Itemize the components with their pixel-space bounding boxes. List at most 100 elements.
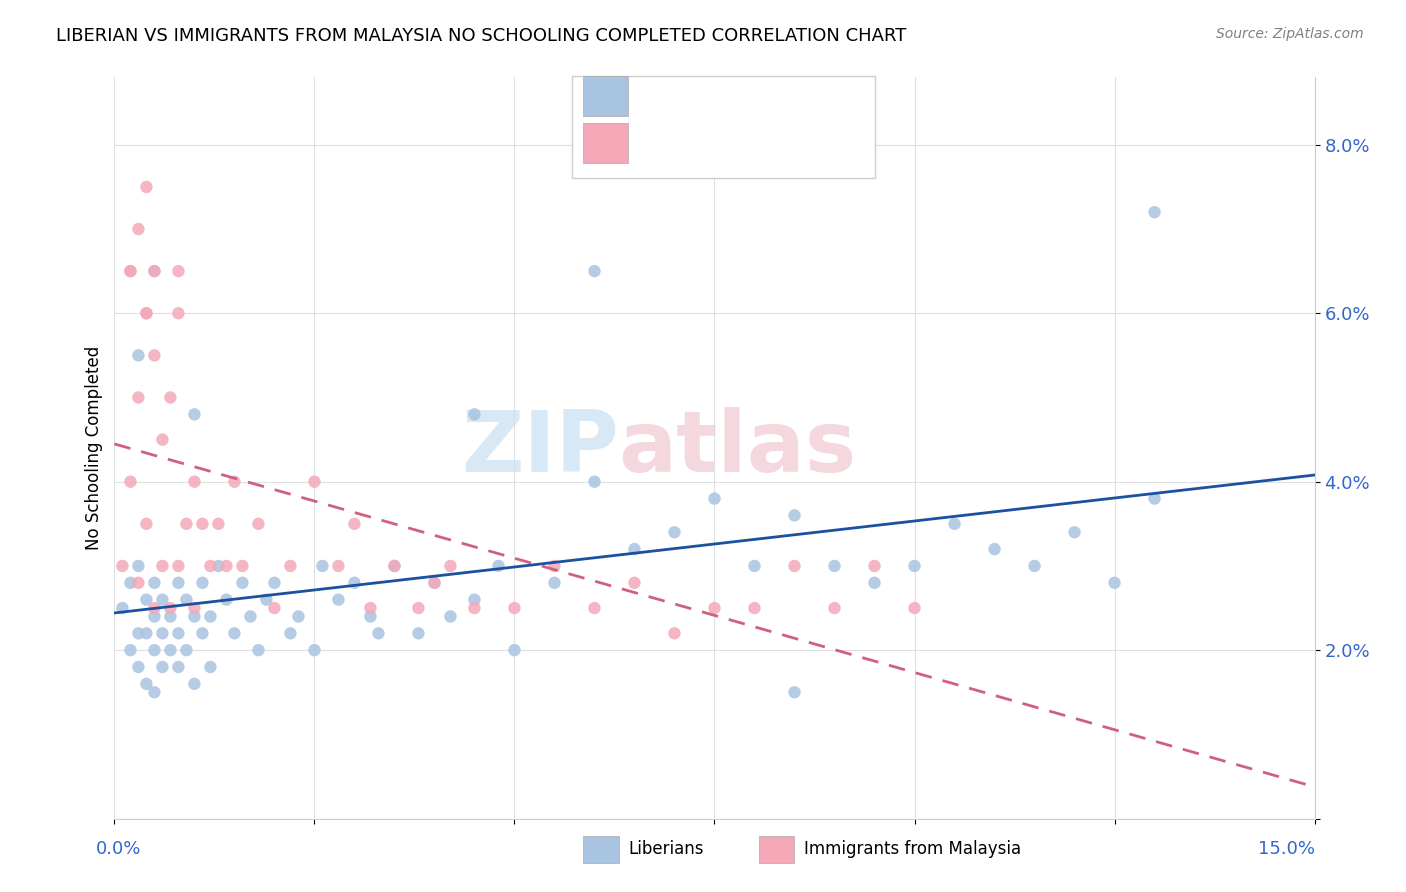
- Point: [263, 601, 285, 615]
- Point: [152, 558, 174, 573]
- Point: [903, 601, 925, 615]
- Text: N = 75: N = 75: [801, 87, 869, 104]
- Point: [280, 558, 302, 573]
- Point: [143, 264, 166, 278]
- Point: [167, 558, 190, 573]
- Point: [159, 609, 181, 624]
- Point: [439, 558, 461, 573]
- Point: [744, 558, 766, 573]
- Point: [744, 601, 766, 615]
- Point: [127, 575, 149, 590]
- Point: [664, 525, 686, 540]
- Point: [224, 626, 246, 640]
- Text: R = 0.220: R = 0.220: [643, 87, 733, 104]
- Point: [143, 264, 166, 278]
- Point: [239, 609, 262, 624]
- Point: [1024, 558, 1046, 573]
- Point: [231, 558, 253, 573]
- Point: [215, 558, 238, 573]
- Point: [191, 575, 214, 590]
- Point: [824, 601, 846, 615]
- Point: [120, 643, 142, 657]
- Point: [135, 516, 157, 531]
- Point: [703, 491, 725, 506]
- Y-axis label: No Schooling Completed: No Schooling Completed: [86, 346, 103, 550]
- Point: [280, 626, 302, 640]
- Point: [343, 516, 366, 531]
- Point: [167, 306, 190, 320]
- Point: [176, 592, 198, 607]
- Point: [943, 516, 966, 531]
- Point: [135, 626, 157, 640]
- Point: [263, 575, 285, 590]
- Point: [159, 643, 181, 657]
- Point: [247, 643, 270, 657]
- Point: [384, 558, 406, 573]
- Point: [207, 558, 229, 573]
- Point: [152, 592, 174, 607]
- Point: [423, 575, 446, 590]
- Point: [135, 306, 157, 320]
- Point: [176, 516, 198, 531]
- Point: [200, 609, 222, 624]
- Point: [111, 601, 134, 615]
- Point: [583, 601, 606, 615]
- Point: [224, 475, 246, 489]
- Point: [143, 609, 166, 624]
- Point: [304, 643, 326, 657]
- Point: [159, 391, 181, 405]
- Point: [503, 643, 526, 657]
- Point: [152, 660, 174, 674]
- Point: [127, 348, 149, 362]
- Point: [143, 348, 166, 362]
- Text: atlas: atlas: [619, 407, 856, 490]
- Point: [287, 609, 309, 624]
- Point: [215, 592, 238, 607]
- Point: [359, 609, 381, 624]
- Point: [343, 575, 366, 590]
- Point: [120, 264, 142, 278]
- Point: [135, 592, 157, 607]
- Point: [423, 575, 446, 590]
- Point: [463, 592, 485, 607]
- Point: [127, 558, 149, 573]
- Point: [127, 626, 149, 640]
- Point: [167, 660, 190, 674]
- Point: [120, 475, 142, 489]
- Point: [543, 558, 565, 573]
- Point: [135, 180, 157, 194]
- Point: [254, 592, 277, 607]
- Text: Immigrants from Malaysia: Immigrants from Malaysia: [804, 840, 1021, 858]
- Text: R =  0.161: R = 0.161: [643, 134, 738, 152]
- Point: [200, 660, 222, 674]
- Point: [143, 601, 166, 615]
- Point: [983, 542, 1005, 557]
- Point: [200, 558, 222, 573]
- Point: [111, 558, 134, 573]
- Point: [384, 558, 406, 573]
- Point: [367, 626, 389, 640]
- Point: [863, 575, 886, 590]
- Point: [583, 264, 606, 278]
- Point: [191, 626, 214, 640]
- Point: [783, 558, 806, 573]
- Point: [207, 516, 229, 531]
- Text: Source: ZipAtlas.com: Source: ZipAtlas.com: [1216, 27, 1364, 41]
- Point: [143, 685, 166, 699]
- Point: [152, 433, 174, 447]
- Point: [583, 475, 606, 489]
- Point: [623, 575, 645, 590]
- Point: [167, 264, 190, 278]
- Point: [328, 592, 350, 607]
- Point: [1143, 205, 1166, 219]
- Point: [623, 542, 645, 557]
- Point: [703, 601, 725, 615]
- Point: [664, 626, 686, 640]
- Point: [543, 575, 565, 590]
- Point: [783, 508, 806, 523]
- Point: [183, 475, 205, 489]
- Point: [152, 626, 174, 640]
- Text: 15.0%: 15.0%: [1257, 840, 1315, 858]
- Point: [127, 222, 149, 236]
- Point: [359, 601, 381, 615]
